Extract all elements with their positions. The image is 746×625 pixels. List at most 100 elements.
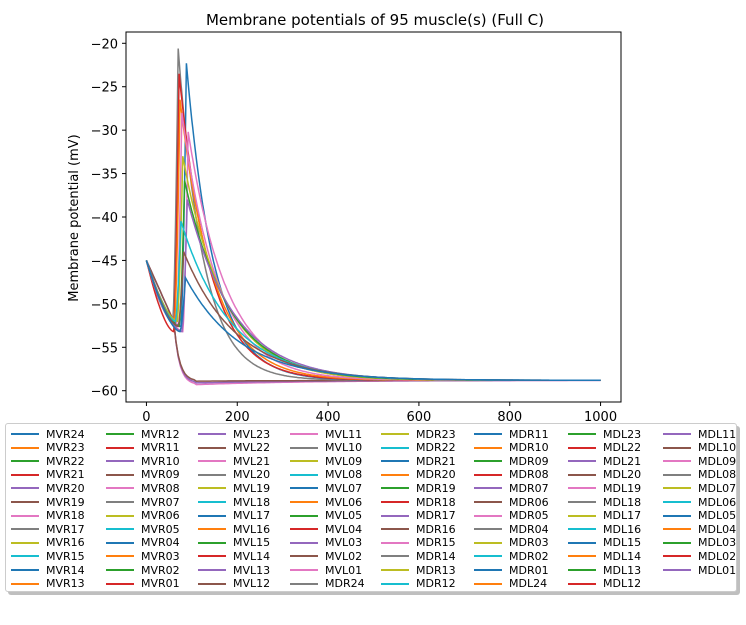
- legend-swatch: [568, 541, 596, 544]
- legend-entry: MVL12: [198, 577, 270, 591]
- legend-entry: MVR16: [11, 536, 85, 550]
- legend-swatch: [474, 582, 502, 585]
- legend-swatch: [474, 541, 502, 544]
- legend-entry: MDR20: [381, 468, 456, 482]
- legend-label: MVL20: [233, 468, 271, 482]
- legend-entry: MVL06: [290, 495, 362, 509]
- legend-entry: MDR23: [381, 427, 456, 441]
- legend-swatch: [11, 460, 39, 463]
- legend-entry: MVR11: [106, 441, 180, 455]
- legend-swatch: [198, 460, 226, 463]
- series-line-4: [145, 112, 601, 382]
- legend-label: MVR20: [46, 481, 85, 495]
- legend-entry: MDR06: [474, 495, 549, 509]
- legend-entry: MVR14: [11, 563, 85, 577]
- legend-entry: MDL16: [568, 522, 641, 536]
- legend-entry: MVL13: [198, 563, 270, 577]
- x-tick-label: 1000: [584, 410, 617, 425]
- legend-entry: MVR05: [106, 522, 180, 536]
- legend-swatch: [663, 460, 691, 463]
- legend-entry: MDL14: [568, 549, 641, 563]
- series-line-1: [145, 63, 601, 382]
- legend-swatch: [198, 541, 226, 544]
- legend-label: MDL22: [603, 441, 642, 455]
- legend-label: MDR04: [509, 522, 549, 536]
- legend-label: MVR18: [46, 509, 85, 523]
- legend-entry: MVL09: [290, 454, 362, 468]
- legend-swatch: [11, 487, 39, 490]
- legend-swatch: [198, 487, 226, 490]
- legend-entry: MVL03: [290, 536, 362, 550]
- x-tick-label: 800: [497, 410, 522, 425]
- legend-swatch: [11, 528, 39, 531]
- y-tick-label: −55: [91, 341, 118, 356]
- legend-swatch: [474, 487, 502, 490]
- legend-swatch: [381, 433, 409, 435]
- legend-swatch: [381, 487, 409, 490]
- series-lines: [145, 48, 601, 386]
- legend-swatch: [106, 487, 134, 490]
- legend-swatch: [106, 501, 134, 503]
- legend-swatch: [474, 473, 502, 476]
- legend-label: MVL17: [233, 509, 271, 523]
- legend-swatch: [381, 446, 409, 449]
- legend-entry: MDR12: [381, 577, 456, 591]
- legend-label: MDR17: [416, 509, 456, 523]
- legend-entry: MVL08: [290, 468, 362, 482]
- legend-swatch: [11, 582, 39, 585]
- legend-entry: MVL10: [290, 441, 362, 455]
- legend-entry: MDL23: [568, 427, 641, 441]
- legend-label: MVR15: [46, 549, 85, 563]
- legend-entry: MDL04: [663, 522, 736, 536]
- legend-label: MVR19: [46, 495, 85, 509]
- legend-swatch: [568, 514, 596, 517]
- legend-swatch: [106, 514, 134, 517]
- legend-label: MDL14: [603, 549, 642, 563]
- legend-entry: MVL05: [290, 509, 362, 523]
- legend-label: MVR13: [46, 577, 85, 591]
- legend-label: MVL21: [233, 454, 271, 468]
- legend-label: MVL19: [233, 481, 271, 495]
- legend-entry: MDR01: [474, 563, 549, 577]
- legend-swatch: [381, 501, 409, 503]
- legend-entry: MDL06: [663, 495, 736, 509]
- legend-entry: MVL14: [198, 549, 270, 563]
- legend-label: MVR08: [141, 481, 180, 495]
- legend-swatch: [663, 541, 691, 544]
- legend-label: MDR03: [509, 536, 549, 550]
- legend-swatch: [474, 555, 502, 558]
- legend-swatch: [474, 501, 502, 503]
- legend-label: MDL05: [698, 509, 737, 523]
- legend-entry: MVL07: [290, 481, 362, 495]
- legend-label: MVR24: [46, 427, 85, 441]
- legend-label: MDL19: [603, 481, 642, 495]
- legend-entry: MVR23: [11, 441, 85, 455]
- legend-label: MVR23: [46, 441, 85, 455]
- legend-swatch: [290, 487, 318, 490]
- legend-label: MDL09: [698, 454, 737, 468]
- legend-entry: MVL04: [290, 522, 362, 536]
- legend-swatch: [474, 528, 502, 531]
- legend-entry: MDR05: [474, 509, 549, 523]
- legend-entry: MDL08: [663, 468, 736, 482]
- series-line-2: [145, 73, 601, 382]
- legend-entry: MVR04: [106, 536, 180, 550]
- legend-swatch: [663, 487, 691, 490]
- legend-swatch: [568, 569, 596, 571]
- legend-label: MVL04: [325, 522, 363, 536]
- legend-label: MVL23: [233, 427, 271, 441]
- legend-entry: MVR20: [11, 481, 85, 495]
- axis-ticks: 0 200 400 600 800 1000 −20 −25 −30 −35 −40 −45 −50 −5…: [91, 37, 618, 425]
- legend-label: MVR04: [141, 536, 180, 550]
- legend-swatch: [106, 541, 134, 544]
- legend-swatch: [290, 446, 318, 449]
- x-tick-label: 400: [316, 410, 341, 425]
- y-tick-label: −60: [91, 385, 118, 400]
- legend-entry: MDL24: [474, 577, 547, 591]
- legend-label: MDR16: [416, 522, 456, 536]
- legend-swatch: [381, 555, 409, 558]
- legend-entry: MVR22: [11, 454, 85, 468]
- legend-swatch: [290, 433, 318, 435]
- legend-label: MVL14: [233, 549, 271, 563]
- legend-swatch: [381, 514, 409, 517]
